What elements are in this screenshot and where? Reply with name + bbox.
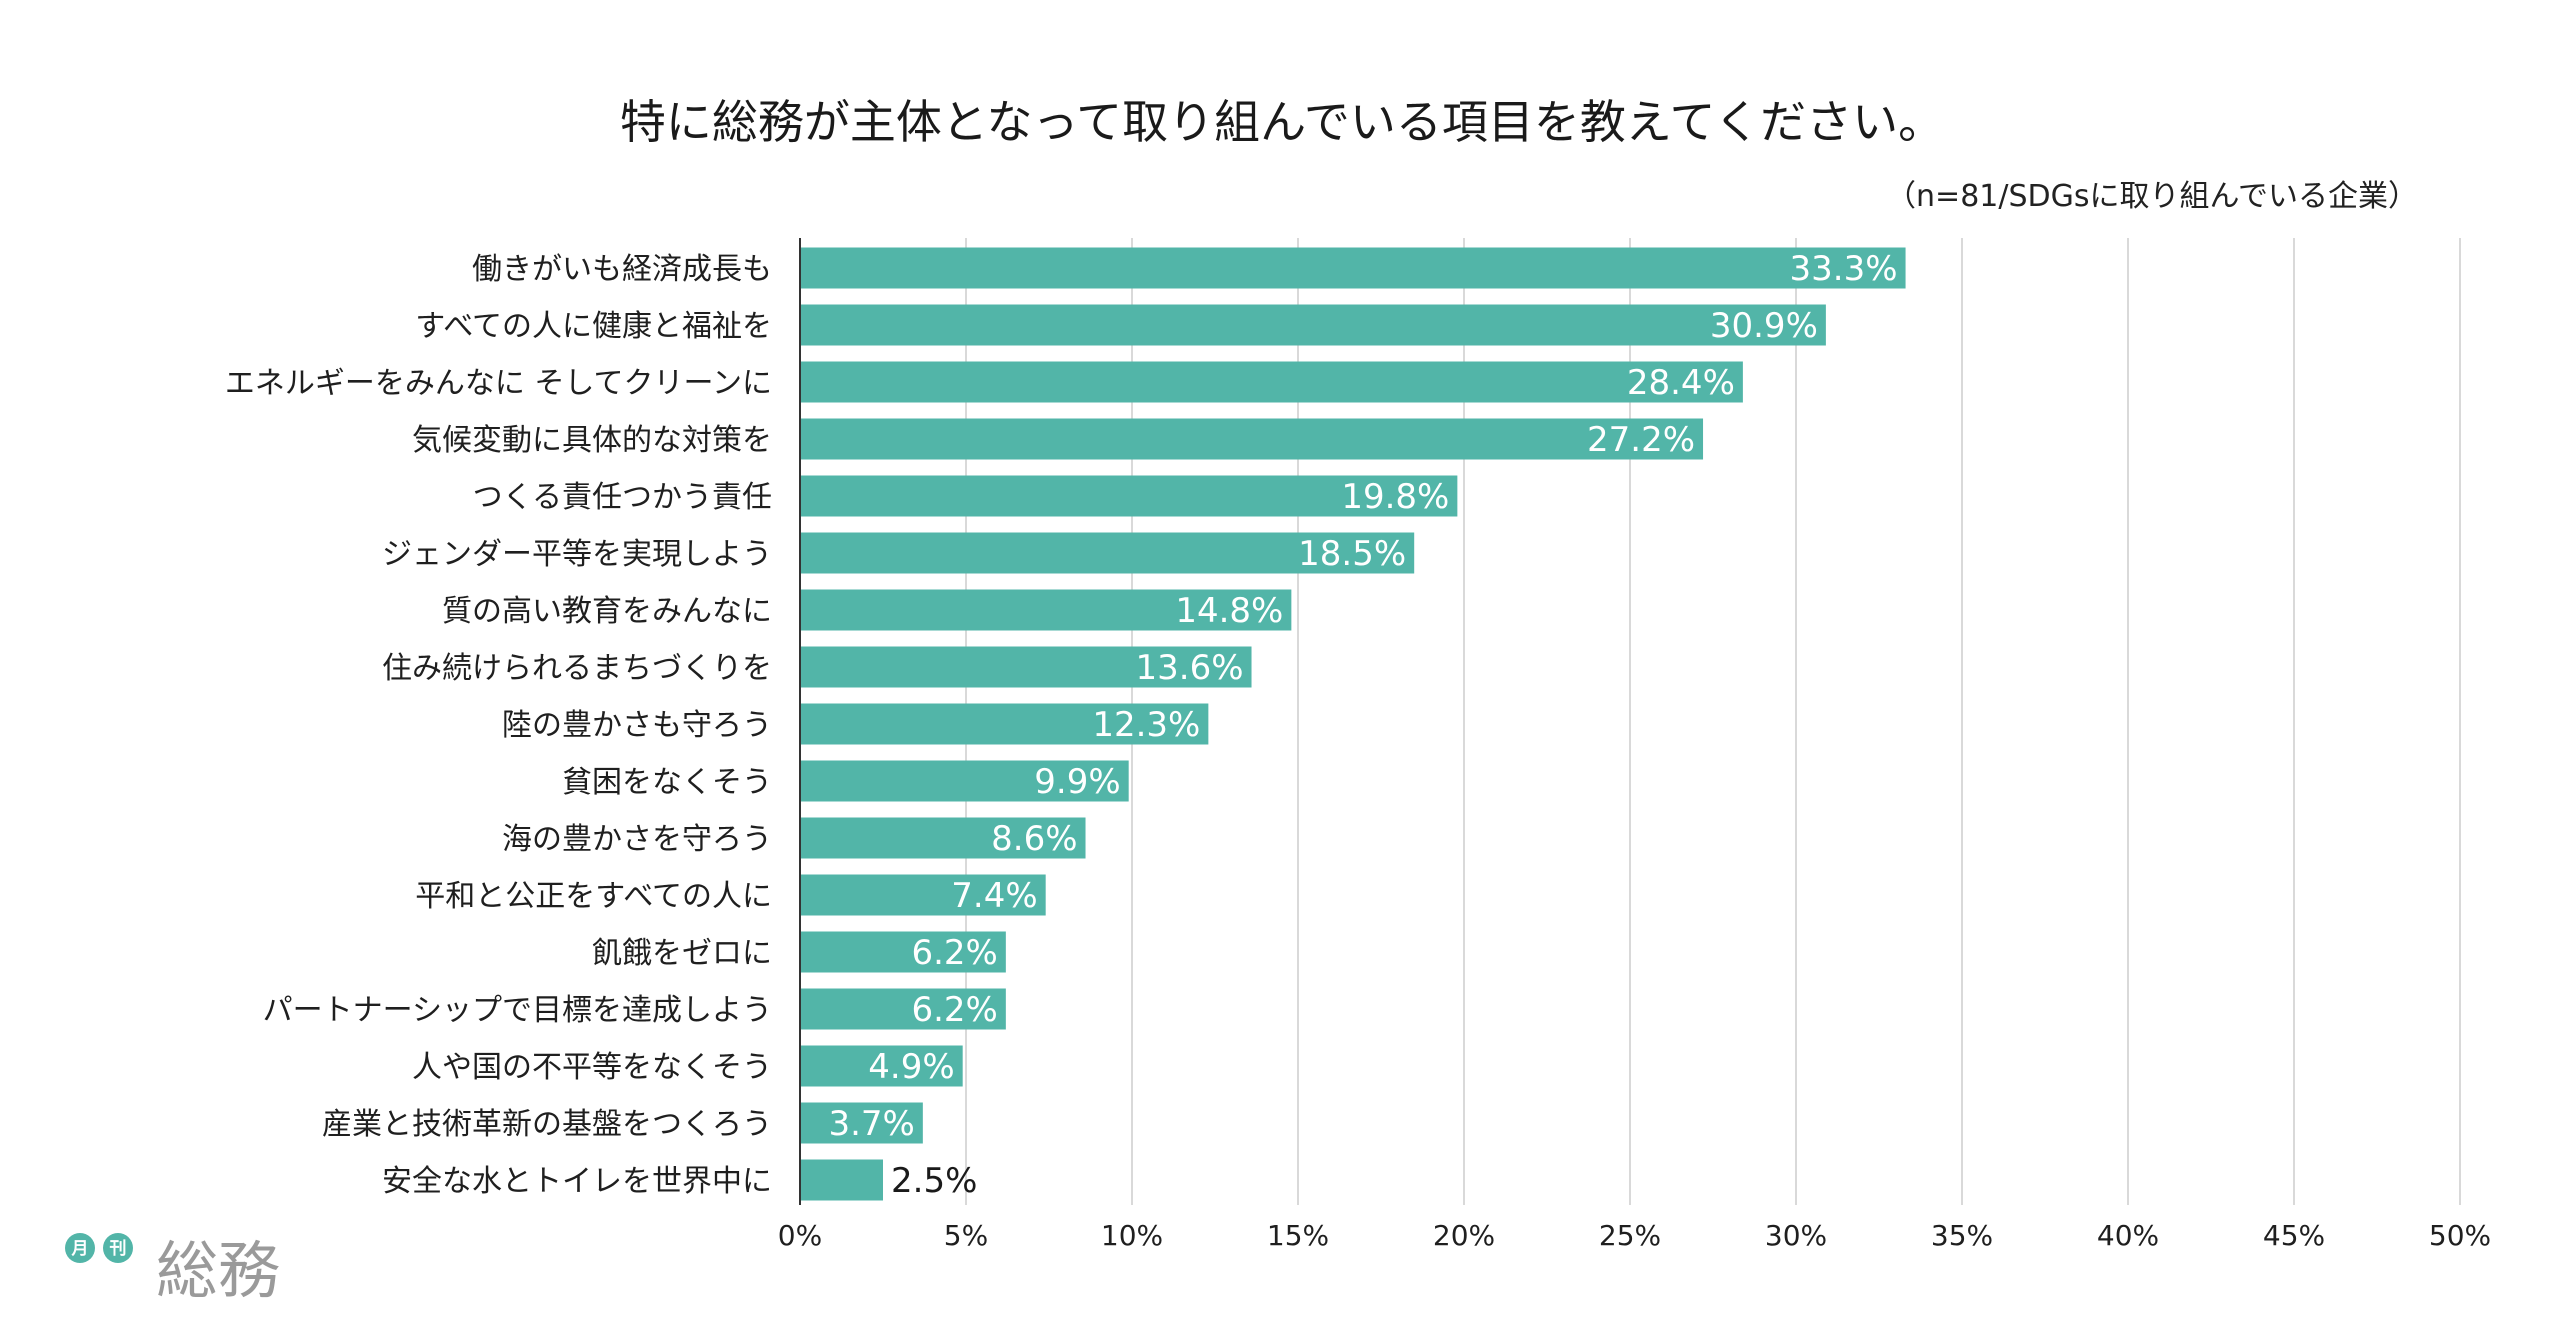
bar bbox=[800, 988, 1006, 1030]
bar-value-label: 7.4% bbox=[951, 876, 1037, 916]
logo-badge-2 bbox=[103, 1233, 133, 1263]
category-label: 産業と技術革新の基盤をつくろう bbox=[322, 1107, 772, 1142]
bar-value-label: 19.8% bbox=[1341, 477, 1449, 517]
category-label: ジェンダー平等を実現しよう bbox=[382, 537, 772, 572]
bars: 33.3% 30.9% 28.4% 27.2% 19.8% 18.5% 14.8% 13.6%… bbox=[800, 247, 1906, 1201]
category-label: 気候変動に具体的な対策を bbox=[412, 423, 772, 458]
bar bbox=[800, 589, 1292, 631]
bar-value-label: 6.2% bbox=[911, 990, 997, 1030]
bar-value-label: 13.6% bbox=[1136, 648, 1244, 688]
category-label: エネルギーをみんなに そしてクリーンに bbox=[225, 366, 772, 401]
bar-value-label: 9.9% bbox=[1034, 762, 1120, 802]
logo-badge-2-text: 刊 bbox=[110, 1239, 127, 1259]
category-label: 海の豊かさを守ろう bbox=[502, 822, 772, 857]
bar bbox=[800, 418, 1704, 460]
bar-value-label: 8.6% bbox=[991, 819, 1077, 859]
bar-value-label: 18.5% bbox=[1298, 534, 1406, 574]
x-tick-label: 35% bbox=[1931, 1219, 1993, 1252]
bar bbox=[800, 874, 1046, 916]
logo-badge-1-text: 月 bbox=[71, 1239, 89, 1259]
bar-value-label: 2.5% bbox=[891, 1161, 977, 1201]
bar bbox=[800, 760, 1129, 802]
bar-value-label: 6.2% bbox=[911, 933, 997, 973]
bar-value-label: 12.3% bbox=[1092, 705, 1200, 745]
x-tick-label: 15% bbox=[1267, 1219, 1329, 1252]
bar bbox=[800, 304, 1826, 346]
bar bbox=[800, 1045, 963, 1087]
chart-title: 特に総務が主体となって取り組んでいる項目を教えてください。 bbox=[620, 95, 1944, 149]
x-tick-label: 45% bbox=[2263, 1219, 2325, 1252]
bar-value-label: 14.8% bbox=[1175, 591, 1283, 631]
category-label: 飢餓をゼロに bbox=[592, 936, 772, 971]
logo-badge-1 bbox=[65, 1233, 95, 1263]
bar bbox=[800, 247, 1906, 289]
logo-text: 総務 bbox=[156, 1234, 280, 1307]
x-tick-label: 30% bbox=[1765, 1219, 1827, 1252]
category-label: 住み続けられるまちづくりを bbox=[382, 651, 772, 686]
category-label: パートナーシップで目標を達成しよう bbox=[263, 993, 772, 1028]
x-tick-label: 5% bbox=[944, 1219, 988, 1252]
category-label: 働きがいも経済成長も bbox=[472, 252, 772, 287]
x-tick-label: 0% bbox=[778, 1219, 822, 1252]
category-label: つくる責任つかう責任 bbox=[473, 480, 772, 515]
bar-value-label: 4.9% bbox=[868, 1047, 954, 1087]
bar bbox=[800, 1102, 923, 1144]
category-label: 平和と公正をすべての人に bbox=[415, 879, 772, 914]
bar bbox=[800, 475, 1458, 517]
x-tick-label: 40% bbox=[2097, 1219, 2159, 1252]
bar-value-label: 33.3% bbox=[1790, 249, 1898, 289]
logo: 月 刊 総務 bbox=[65, 1233, 280, 1307]
bar bbox=[800, 532, 1415, 574]
bar bbox=[800, 703, 1209, 745]
x-tick-label: 10% bbox=[1101, 1219, 1163, 1252]
bar-value-label: 30.9% bbox=[1710, 306, 1818, 346]
category-label: 人や国の不平等をなくそう bbox=[412, 1050, 772, 1085]
x-tick-label: 25% bbox=[1599, 1219, 1661, 1252]
bar bbox=[800, 361, 1743, 403]
x-axis-ticks: 0% 5% 10% 15% 20% 25% 30% 35% 40% 45% 50% bbox=[778, 1219, 2491, 1252]
category-label: 安全な水とトイレを世界中に bbox=[382, 1164, 772, 1199]
chart-subtitle: （n=81/SDGsに取り組んでいる企業） bbox=[1886, 179, 2418, 214]
bar bbox=[800, 1159, 883, 1201]
bar bbox=[800, 646, 1252, 688]
category-label: すべての人に健康と福祉を bbox=[415, 309, 772, 344]
bar bbox=[800, 817, 1086, 859]
category-label: 貧困をなくそう bbox=[562, 765, 772, 800]
bar-value-label: 3.7% bbox=[828, 1104, 914, 1144]
bar bbox=[800, 931, 1006, 973]
category-label: 陸の豊かさも守ろう bbox=[502, 708, 772, 743]
category-label: 質の高い教育をみんなに bbox=[442, 594, 772, 629]
bar-value-label: 27.2% bbox=[1587, 420, 1695, 460]
x-tick-label: 20% bbox=[1433, 1219, 1495, 1252]
x-tick-label: 50% bbox=[2429, 1219, 2491, 1252]
bar-value-label: 28.4% bbox=[1627, 363, 1735, 403]
